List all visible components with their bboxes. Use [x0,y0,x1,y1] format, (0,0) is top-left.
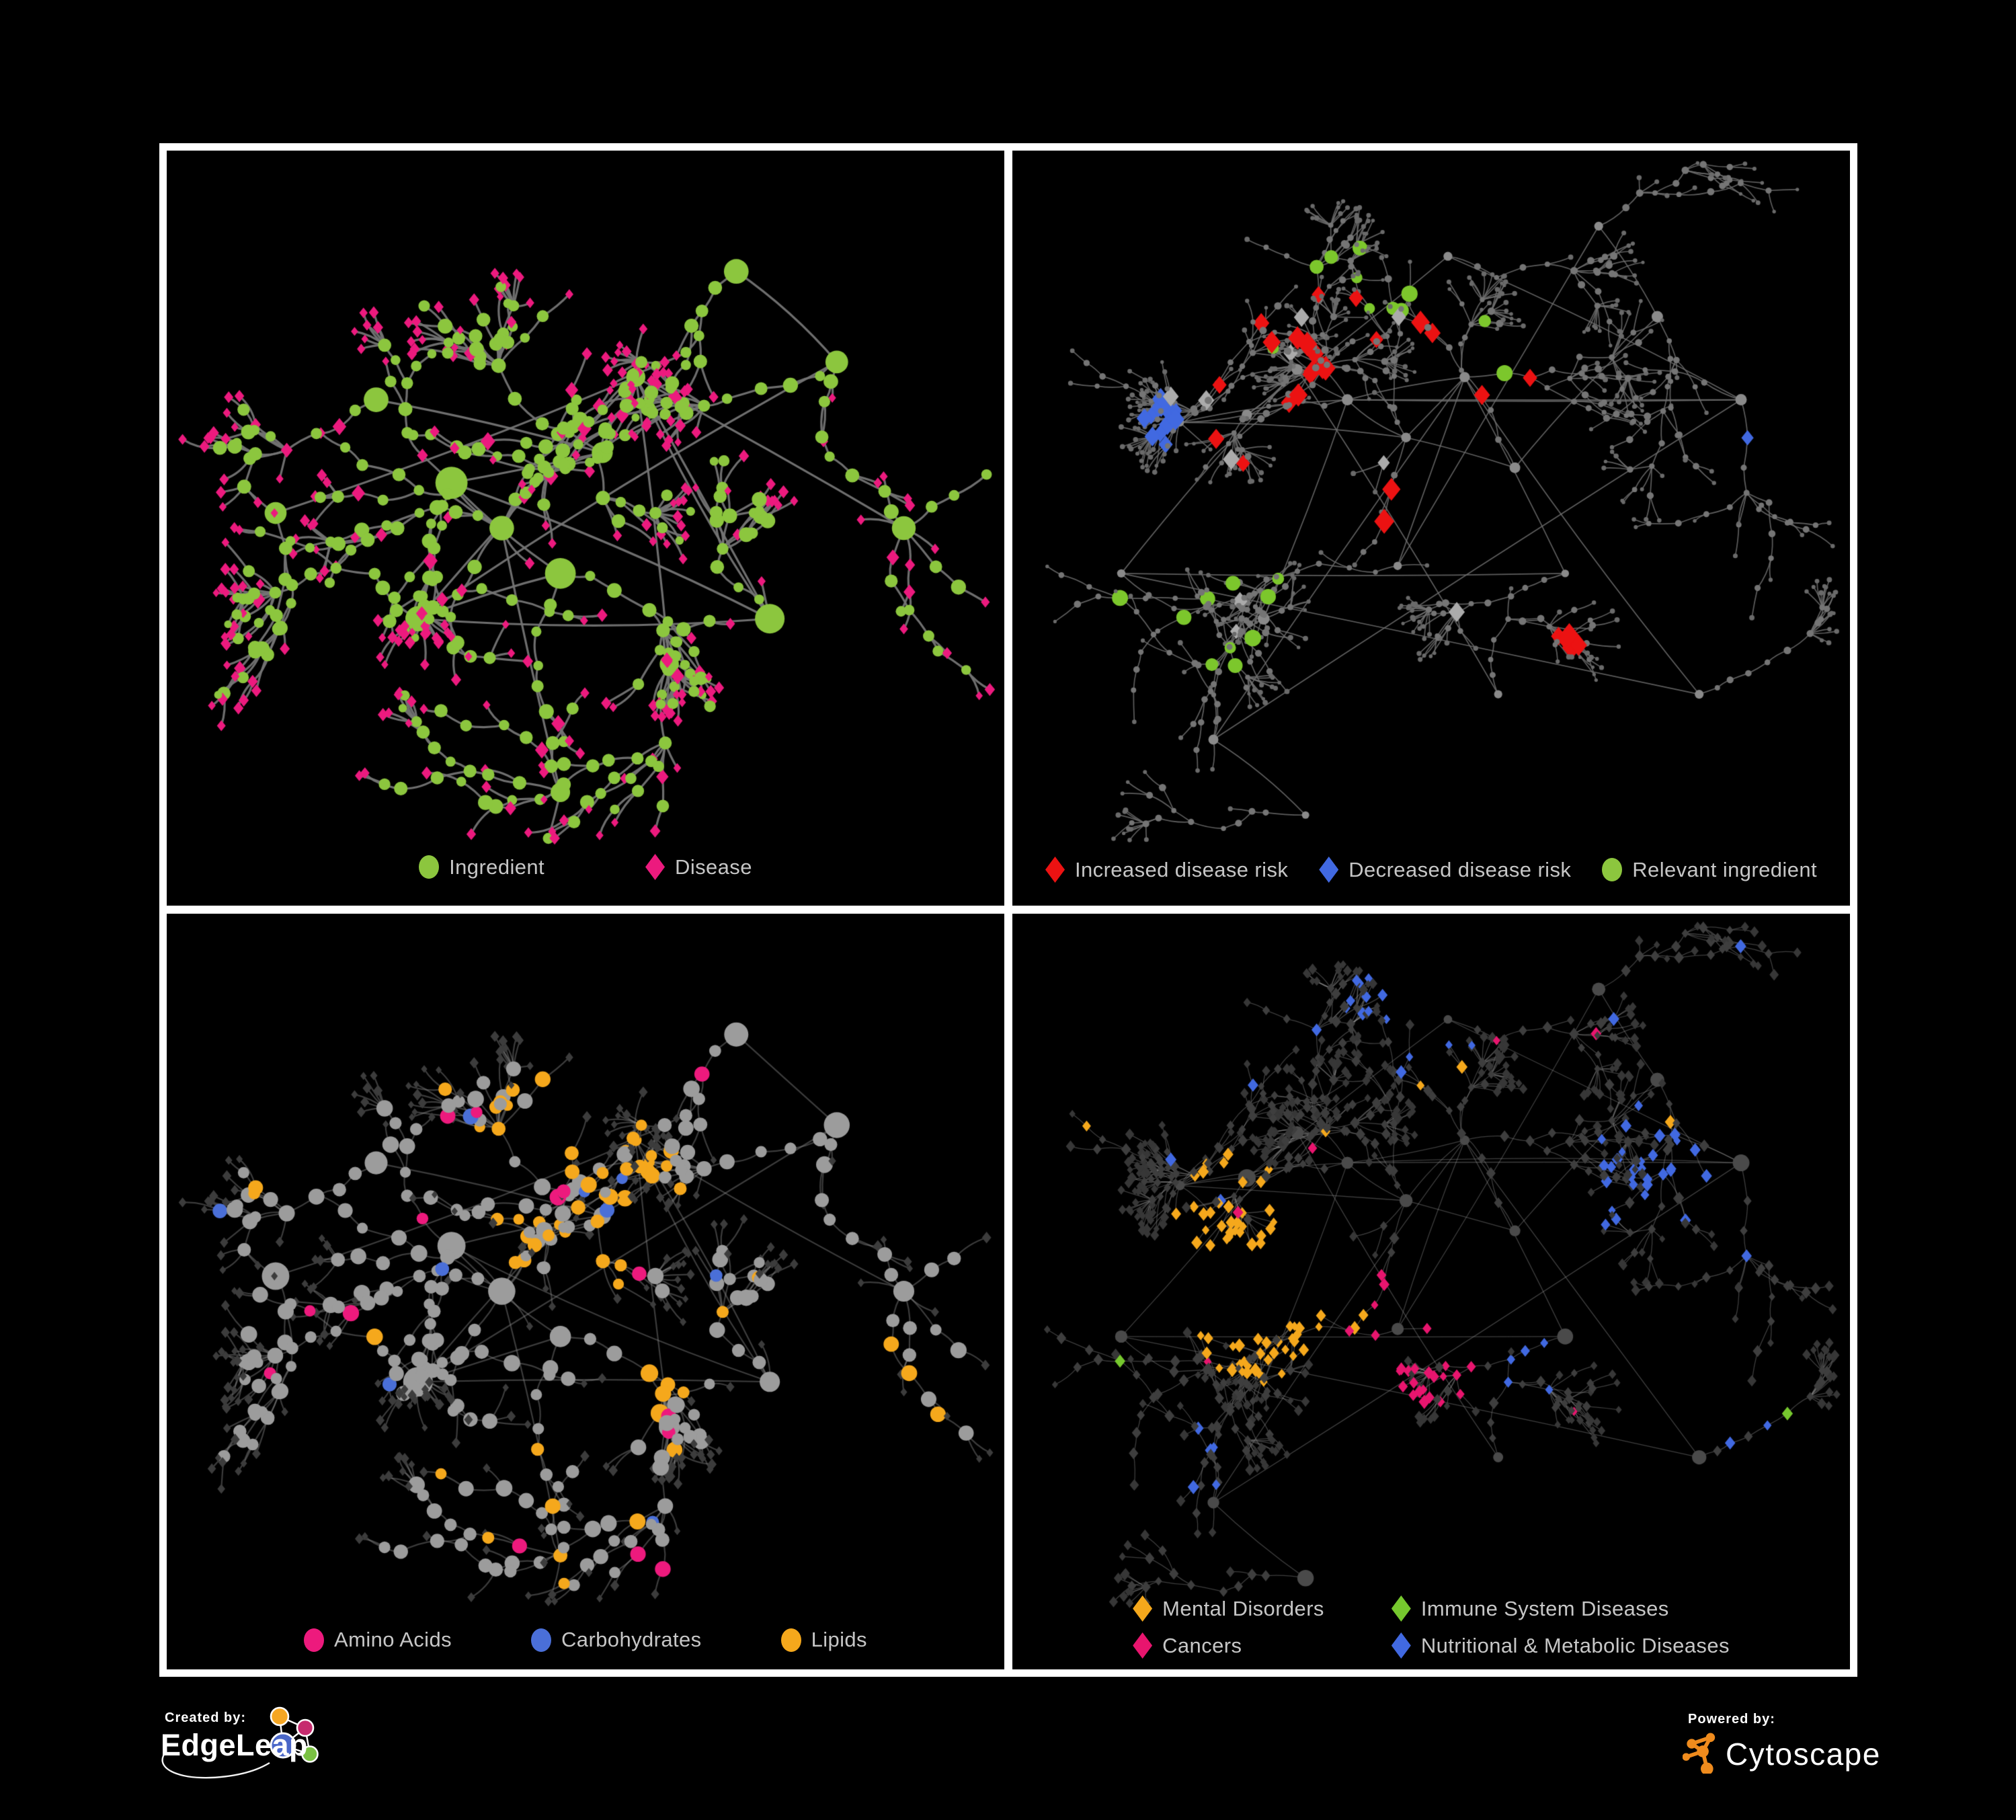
disease-risk-network-canvas [1012,151,1850,906]
ingredient-disease-legend: Ingredient Disease [167,854,1004,880]
metabolic-diseases-swatch-icon [1391,1632,1411,1659]
panel-ingredient-disease-network: Ingredient Disease [167,151,1004,906]
cytoscape-credit: Powered by: Cytoscape [1677,1706,1973,1794]
legend-item: Carbohydrates [531,1628,702,1652]
legend-label: Disease [675,855,752,879]
created-by-label: Created by: [165,1710,247,1725]
lipids-swatch-icon [780,1628,801,1652]
cancers-swatch-icon [1133,1632,1153,1659]
logo-node-blue [270,1732,296,1759]
immune-diseases-swatch-icon [1391,1595,1411,1622]
edgeleap-credit: Created by: EdgeLeap [151,1706,353,1794]
legend-label: Increased disease risk [1075,857,1289,881]
legend-item: Lipids [780,1628,867,1652]
logo-node-green [301,1745,319,1763]
ingredient-disease-network-canvas [167,151,1004,906]
panel-disease-category-network: Mental Disorders Immune System Diseases … [1012,914,1850,1669]
panel-disease-risk-network: Increased disease risk Decreased disease… [1012,151,1850,906]
legend-item: Immune System Diseases [1391,1595,1730,1622]
cytoscape-logo-icon [1683,1733,1716,1774]
edgeleap-brand-name: EdgeLeap [161,1728,309,1762]
panel-grid: Ingredient Disease Increased disease ris… [159,143,1857,1677]
ingredient-swatch-icon [419,855,440,879]
macronutrient-network-canvas [167,914,1004,1669]
legend-label: Relevant ingredient [1632,857,1817,881]
legend-label: Cancers [1162,1633,1242,1657]
disease-category-network-canvas [1012,914,1850,1669]
legend-item: Mental Disorders [1133,1595,1324,1622]
legend-item: Cancers [1133,1632,1324,1659]
disease-category-legend: Mental Disorders Immune System Diseases … [1133,1595,1730,1659]
legend-item: Nutritional & Metabolic Diseases [1391,1632,1730,1659]
relevant-ingredient-swatch-icon [1602,858,1623,881]
decreased-risk-swatch-icon [1319,857,1339,883]
cytoscape-brand-name: Cytoscape [1726,1737,1881,1772]
panel-macronutrient-network: Amino Acids Carbohydrates Lipids [167,914,1004,1669]
legend-item: Amino Acids [304,1628,452,1652]
mental-disorders-swatch-icon [1133,1595,1153,1622]
legend-item: Disease [645,854,752,880]
legend-item: Relevant ingredient [1602,858,1817,882]
legend-label: Immune System Diseases [1420,1596,1669,1620]
legend-label: Decreased disease risk [1348,857,1572,881]
legend-label: Lipids [811,1628,867,1651]
logo-node-magenta [296,1718,315,1737]
increased-risk-swatch-icon [1045,857,1065,883]
legend-label: Ingredient [449,855,545,879]
legend-item: Decreased disease risk [1319,857,1571,883]
disease-risk-legend: Increased disease risk Decreased disease… [1012,857,1850,883]
legend-label: Mental Disorders [1162,1596,1324,1620]
legend-label: Nutritional & Metabolic Diseases [1420,1633,1730,1657]
legend-label: Amino Acids [334,1628,452,1651]
edgeleap-logo-icon [161,1706,319,1779]
powered-by-label: Powered by: [1688,1712,1775,1727]
logo-node-orange [270,1706,290,1727]
disease-swatch-icon [645,854,666,880]
legend-item: Ingredient [419,855,545,879]
legend-item: Increased disease risk [1045,857,1288,883]
macronutrient-legend: Amino Acids Carbohydrates Lipids [167,1628,1004,1652]
legend-label: Carbohydrates [561,1628,702,1651]
amino-acids-swatch-icon [304,1628,325,1652]
carbohydrates-swatch-icon [531,1628,552,1652]
